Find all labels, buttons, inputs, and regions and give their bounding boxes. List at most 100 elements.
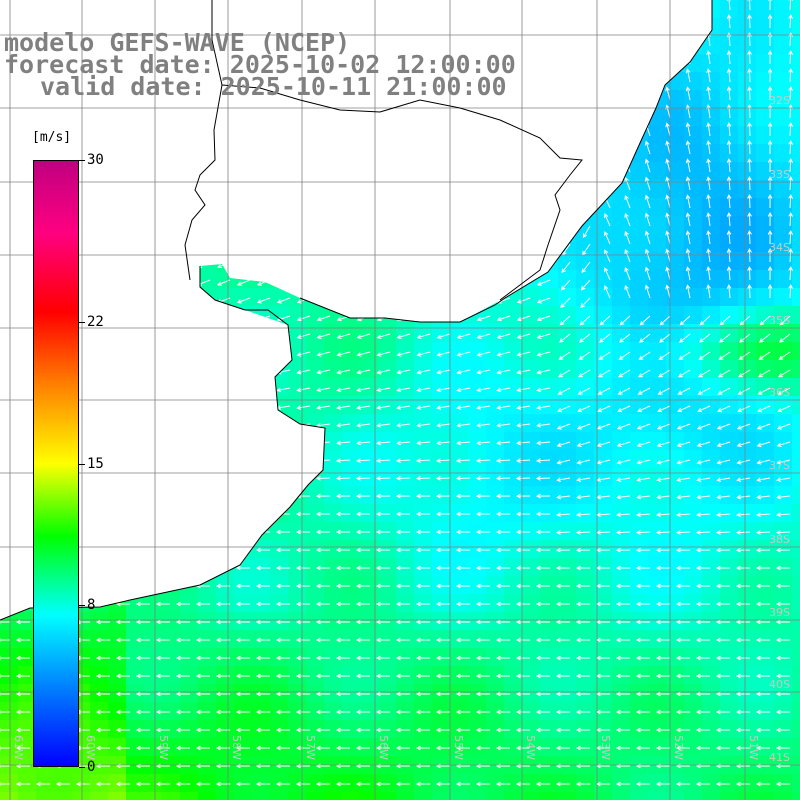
wind-arrow (696, 441, 711, 448)
wind-arrow (96, 351, 111, 357)
wind-arrow (138, 171, 151, 180)
wind-speed-cell (378, 324, 397, 343)
wind-speed-cell (720, 432, 739, 451)
wind-speed-cell (360, 144, 379, 163)
wind-arrow (136, 440, 151, 446)
wind-speed-cell (486, 468, 505, 487)
wind-arrow (558, 351, 571, 360)
wind-arrow (578, 333, 591, 343)
wind-speed-cell (252, 576, 271, 595)
wind-arrow (598, 333, 611, 343)
wind-speed-cell (432, 342, 451, 361)
wind-arrow (475, 458, 491, 464)
wind-speed-cell (126, 486, 145, 505)
wind-speed-cell (504, 738, 523, 757)
wind-arrow (635, 565, 650, 571)
wind-arrow (15, 691, 30, 697)
wind-speed-cell (270, 180, 289, 199)
wind-speed-cell (612, 360, 631, 379)
wind-speed-cell (432, 522, 451, 541)
wind-speed-cell (486, 792, 505, 800)
wind-arrow (355, 547, 370, 553)
wind-speed-cell (324, 378, 343, 397)
wind-arrow (39, 99, 51, 110)
wind-speed-cell (684, 18, 703, 37)
wind-arrow (416, 440, 431, 446)
wind-speed-cell (360, 666, 379, 685)
wind-speed-cell (612, 720, 631, 739)
wind-speed-cell (756, 324, 775, 343)
wind-speed-cell (288, 108, 307, 127)
wind-speed-cell (432, 270, 451, 289)
wind-arrow (455, 781, 470, 787)
wind-speed-cell (522, 540, 541, 559)
wind-speed-cell (666, 450, 685, 469)
wind-speed-cell (486, 162, 505, 181)
colorbar-tick-label: 15 (87, 455, 104, 472)
wind-speed-cell (792, 630, 800, 649)
wind-speed-cell (720, 558, 739, 577)
wind-arrow (455, 511, 470, 517)
wind-speed-cell (414, 0, 433, 19)
wind-arrow (644, 212, 651, 227)
wind-speed-cell (630, 306, 649, 325)
wind-arrow (357, 207, 371, 215)
wind-speed-cell (180, 144, 199, 163)
wind-speed-cell (666, 36, 685, 55)
wind-arrow (665, 212, 671, 227)
wind-speed-cell (126, 522, 145, 541)
wind-speed-cell (648, 0, 667, 19)
wind-speed-cell (648, 108, 667, 127)
wind-speed-cell (108, 342, 127, 361)
wind-arrow (477, 243, 491, 251)
wind-speed-cell (702, 702, 721, 721)
wind-speed-cell (0, 396, 19, 415)
wind-speed-cell (756, 270, 775, 289)
wind-arrow (355, 655, 370, 661)
wind-arrow (755, 512, 771, 518)
wind-arrow (495, 709, 510, 715)
wind-arrow (555, 530, 571, 535)
wind-arrow (555, 745, 570, 751)
wind-speed-cell (756, 360, 775, 379)
wind-arrow (538, 153, 551, 162)
wind-speed-cell (342, 324, 361, 343)
wind-arrow (155, 619, 170, 625)
wind-speed-cell (288, 486, 307, 505)
wind-speed-cell (774, 180, 793, 199)
wind-speed-cell (0, 432, 19, 451)
wind-speed-cell (666, 270, 685, 289)
wind-arrow (196, 297, 211, 304)
wind-arrow (655, 601, 670, 607)
wind-speed-cell (198, 540, 217, 559)
wind-arrow (235, 547, 250, 553)
wind-speed-cell (144, 504, 163, 523)
wind-arrow (755, 673, 770, 679)
wind-arrow (755, 530, 771, 535)
wind-speed-cell (774, 612, 793, 631)
wind-arrow (337, 261, 351, 269)
wind-arrow (516, 315, 531, 322)
wind-arrow (615, 745, 630, 751)
wind-speed-cell (738, 666, 757, 685)
wind-speed-cell (252, 414, 271, 433)
wind-arrow (256, 351, 271, 357)
wind-speed-cell (180, 630, 199, 649)
wind-speed-cell (486, 450, 505, 469)
wind-arrow (699, 315, 711, 326)
wind-speed-cell (702, 450, 721, 469)
wind-arrow (495, 458, 511, 464)
wind-arrow (375, 781, 390, 787)
wind-arrow (375, 475, 391, 481)
wind-arrow (565, 135, 571, 150)
wind-speed-cell (522, 198, 541, 217)
wind-speed-cell (180, 684, 199, 703)
wind-arrow (358, 135, 371, 145)
wind-speed-cell (360, 288, 379, 307)
wind-arrow (176, 422, 191, 428)
wind-arrow (356, 351, 371, 357)
wind-speed-cell (306, 792, 325, 800)
wind-arrow (604, 141, 611, 155)
wind-speed-cell (576, 342, 595, 361)
wind-speed-cell (396, 360, 415, 379)
